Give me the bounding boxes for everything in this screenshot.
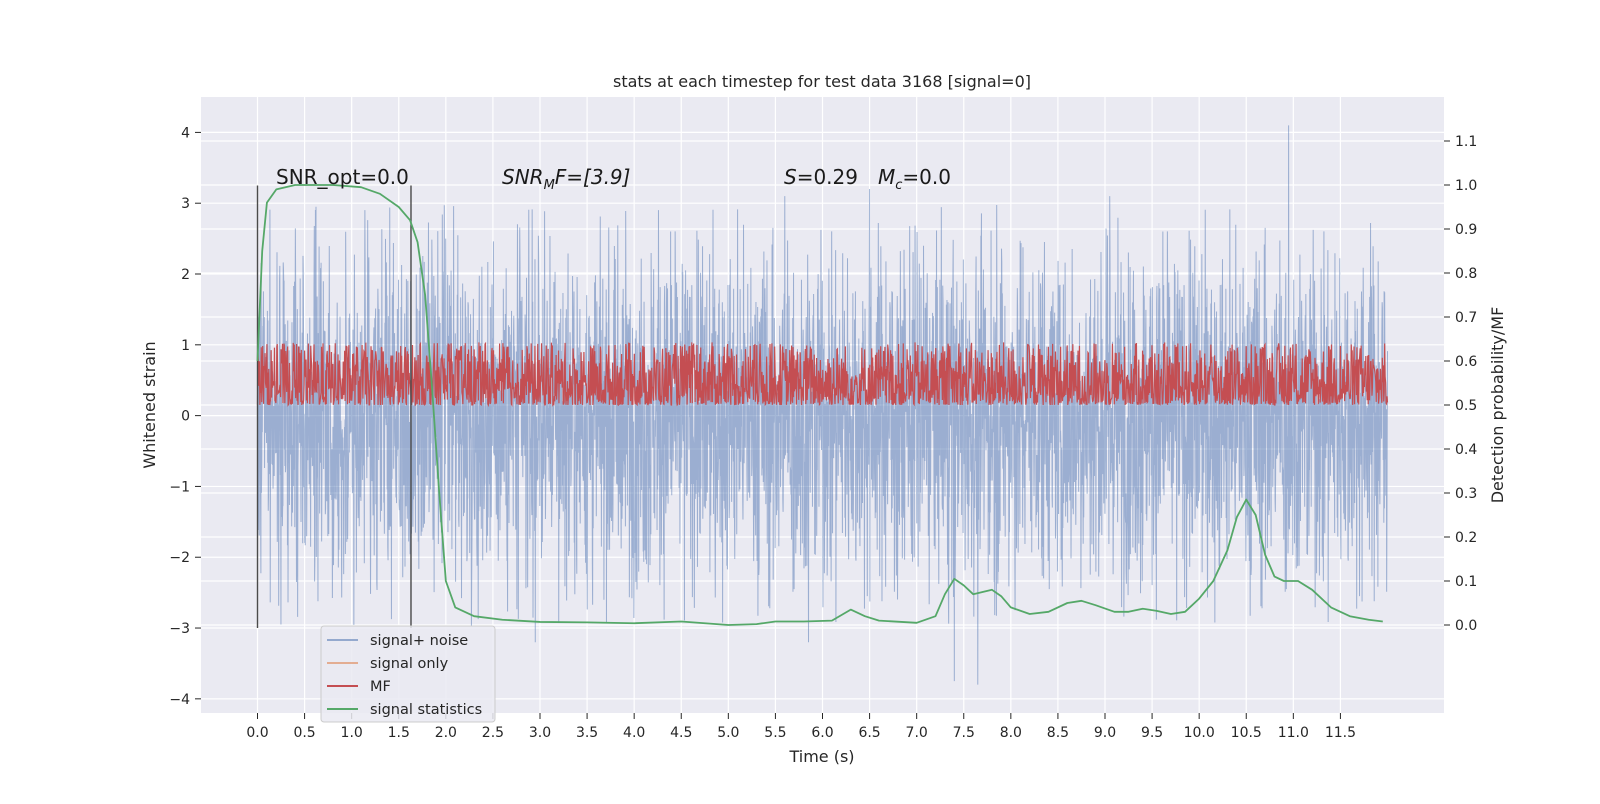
y-right-tick-label: 0.4 [1455, 442, 1477, 458]
x-tick-label: 6.0 [811, 725, 833, 741]
y-right-tick-label: 0.1 [1455, 574, 1477, 590]
x-tick-label: 2.5 [482, 725, 504, 741]
annotation-s-value: =0.29 [797, 165, 858, 189]
x-tick-label: 7.5 [953, 725, 975, 741]
y-right-tick-label: 0.2 [1455, 530, 1477, 546]
y-right-tick-label: 0.8 [1455, 266, 1477, 282]
y-axis-right-label: Detection probability/MF [1488, 307, 1507, 504]
x-tick-label: 7.0 [906, 725, 928, 741]
annotation-mc-sub: c [895, 178, 902, 193]
legend-box [320, 625, 496, 723]
x-tick-label: 11.0 [1278, 725, 1309, 741]
x-tick-label: 8.0 [1000, 725, 1022, 741]
y-right-tick-label: 1.1 [1455, 134, 1477, 150]
annotation-mc-label: M [878, 165, 895, 189]
x-tick-label: 6.5 [858, 725, 880, 741]
y-left-tick-label: 1 [181, 338, 190, 354]
legend-label-signal-only: signal only [370, 656, 449, 672]
y-right-tick-label: 1.0 [1455, 178, 1477, 194]
x-tick-label: 1.0 [341, 725, 363, 741]
y-left-tick-label: −2 [169, 550, 190, 566]
legend-label-signal-statistics: signal statistics [370, 702, 482, 718]
x-tick-label: 8.5 [1047, 725, 1069, 741]
x-tick-label: 5.5 [764, 725, 786, 741]
y-right-tick-label: 0.5 [1455, 398, 1477, 414]
x-tick-label: 11.5 [1325, 725, 1356, 741]
y-left-tick-label: −3 [169, 621, 190, 637]
x-axis-label: Time (s) [788, 747, 854, 766]
annotation-snr-mf: SNRMF=[3.9] [502, 165, 630, 193]
annotation-mc: Mc=0.0 [878, 165, 951, 193]
y-right-tick-label: 0.0 [1455, 618, 1477, 634]
annotation-snr-mf-prefix: SNR [502, 165, 544, 189]
series-signal-noise-line [257, 125, 1388, 685]
x-tick-label: 2.0 [435, 725, 457, 741]
x-tick-label: 4.5 [670, 725, 692, 741]
y-left-tick-label: 0 [181, 409, 190, 425]
annotation-s-label: S [784, 165, 797, 189]
chart-title: stats at each timestep for test data 316… [613, 72, 1031, 91]
y-left-tick-label: 4 [181, 125, 190, 141]
y-left-tick-label: −4 [169, 692, 190, 708]
legend-label-signal-noise: signal+ noise [370, 633, 468, 649]
annotation-snr-opt: SNR_opt=0.0 [276, 165, 409, 189]
x-tick-label: 3.5 [576, 725, 598, 741]
x-tick-label: 0.5 [293, 725, 315, 741]
annotation-s: S=0.29 [784, 165, 858, 189]
x-tick-label: 3.0 [529, 725, 551, 741]
series-signal-statistics-line [256, 184, 1383, 626]
annotation-mc-value: =0.0 [902, 165, 951, 189]
y-left-tick-label: 3 [181, 196, 190, 212]
legend: signal+ noise signal only MF signal stat… [320, 625, 496, 723]
y-right-tick-label: 0.6 [1455, 354, 1477, 370]
y-right-tick-label: 0.7 [1455, 310, 1477, 326]
x-tick-label: 1.5 [388, 725, 410, 741]
data-layer [256, 125, 1389, 685]
y-left-tick-label: 2 [181, 267, 190, 283]
x-tick-label: 9.5 [1141, 725, 1163, 741]
legend-label-mf: MF [370, 679, 391, 695]
y-right-tick-label: 0.9 [1455, 222, 1477, 238]
axes: 0.0 0.5 1.0 1.5 2.0 2.5 3.0 3.5 4.0 4.5 5.0 5.5 6.0 6… [169, 125, 1477, 741]
x-tick-label: 4.0 [623, 725, 645, 741]
annotation-snr-mf-sub: M [544, 178, 555, 193]
y-axis-left-label: Whitened strain [140, 341, 159, 468]
x-tick-label: 5.0 [717, 725, 739, 741]
x-tick-label: 10.5 [1231, 725, 1262, 741]
y-right-tick-label: 0.3 [1455, 486, 1477, 502]
x-tick-label: 0.0 [246, 725, 268, 741]
x-tick-label: 10.0 [1184, 725, 1215, 741]
y-left-tick-label: −1 [169, 479, 190, 495]
annotation-snr-mf-rest: F=[3.9] [555, 165, 631, 189]
x-tick-label: 9.0 [1094, 725, 1116, 741]
series-mf-line [256, 341, 1389, 408]
